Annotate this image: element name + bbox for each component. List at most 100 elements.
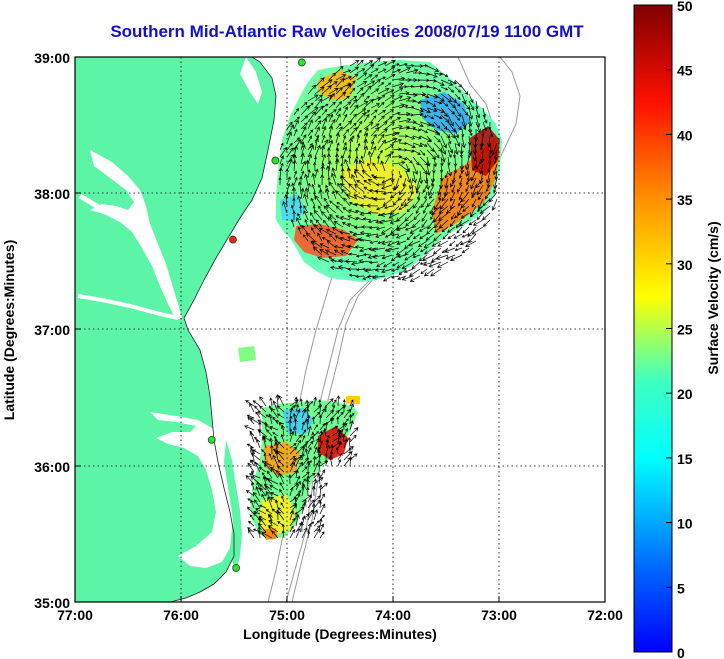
velocity-arrow xyxy=(307,119,313,130)
velocity-arrow xyxy=(423,240,435,248)
velocity-arrow xyxy=(269,444,274,455)
velocity-arrow xyxy=(281,523,285,533)
velocity-arrow xyxy=(333,249,344,256)
velocity-arrow xyxy=(343,446,354,455)
velocity-arrow xyxy=(449,191,456,202)
velocity-arrow xyxy=(335,91,347,102)
velocity-arrow xyxy=(458,170,463,179)
velocity-arrow xyxy=(300,160,306,172)
velocity-arrow xyxy=(461,247,470,254)
velocity-arrow xyxy=(300,152,305,165)
velocity-arrow xyxy=(370,126,380,137)
velocity-arrow xyxy=(274,450,279,461)
velocity-arrow xyxy=(246,506,255,515)
velocity-arrow xyxy=(374,268,386,272)
colorbar-tick-label: 10 xyxy=(677,516,693,532)
velocity-arrow xyxy=(342,120,353,130)
velocity-arrow xyxy=(248,472,261,479)
velocity-arrow xyxy=(440,100,449,107)
velocity-arrow xyxy=(289,430,295,443)
velocity-arrow xyxy=(419,128,429,134)
velocity-arrow xyxy=(317,232,323,242)
velocity-arrow xyxy=(405,142,416,148)
velocity-arrow xyxy=(449,254,463,262)
velocity-arrow xyxy=(367,150,372,165)
velocity-arrow xyxy=(391,138,403,144)
velocity-arrow xyxy=(470,177,477,190)
velocity-arrow xyxy=(391,68,402,74)
velocity-arrow xyxy=(301,483,306,497)
velocity-arrow xyxy=(328,181,337,193)
velocity-arrow xyxy=(249,417,261,425)
velocity-arrow xyxy=(459,240,470,246)
velocity-arrow xyxy=(258,466,267,473)
x-tick-label: 74:00 xyxy=(375,607,411,623)
velocity-arrow xyxy=(313,424,318,431)
velocity-arrow xyxy=(338,230,351,235)
velocity-arrow xyxy=(249,431,255,443)
velocity-arrow xyxy=(419,142,428,147)
velocity-arrow xyxy=(314,137,320,151)
velocity-arrow xyxy=(377,109,387,116)
velocity-arrow xyxy=(366,203,379,208)
velocity-arrow xyxy=(433,149,440,159)
velocity-arrow xyxy=(433,233,442,242)
velocity-arrow xyxy=(405,84,415,88)
velocity-arrow xyxy=(319,493,325,503)
velocity-arrow xyxy=(461,128,465,138)
velocity-arrow xyxy=(370,133,377,144)
velocity-arrow xyxy=(398,156,408,161)
velocity-arrow xyxy=(477,191,484,201)
velocity-arrow xyxy=(293,170,298,179)
velocity-arrow xyxy=(312,416,315,425)
velocity-arrow xyxy=(438,205,449,214)
velocity-arrow xyxy=(342,207,351,214)
velocity-arrow xyxy=(392,198,400,206)
velocity-arrow xyxy=(390,170,395,184)
velocity-arrow xyxy=(433,93,445,102)
velocity-arrow xyxy=(259,504,267,509)
velocity-arrow xyxy=(295,434,302,443)
velocity-arrow xyxy=(321,85,332,95)
velocity-arrow xyxy=(317,256,330,263)
velocity-arrow xyxy=(339,236,351,242)
velocity-arrow xyxy=(482,219,491,227)
velocity-arrow xyxy=(279,142,284,151)
velocity-arrow xyxy=(405,156,413,164)
velocity-arrow xyxy=(255,486,261,497)
velocity-arrow xyxy=(419,149,426,156)
velocity-arrow xyxy=(319,422,326,431)
velocity-arrow xyxy=(349,95,358,102)
velocity-arrow xyxy=(257,411,267,419)
velocity-arrow xyxy=(384,151,395,158)
velocity-arrow xyxy=(380,268,393,274)
velocity-arrow xyxy=(307,522,312,533)
velocity-arrow xyxy=(370,140,375,151)
velocity-arrow xyxy=(289,457,297,467)
velocity-arrow xyxy=(454,107,462,118)
velocity-arrow xyxy=(447,128,456,139)
velocity-arrow xyxy=(318,414,323,425)
velocity-arrow xyxy=(310,219,316,228)
velocity-arrow xyxy=(431,240,442,247)
velocity-arrow xyxy=(445,205,456,214)
velocity-arrow xyxy=(471,198,477,208)
velocity-arrow xyxy=(407,191,414,202)
velocity-arrow xyxy=(362,195,372,200)
velocity-arrow xyxy=(329,450,334,461)
velocity-arrow xyxy=(412,198,421,209)
velocity-arrow xyxy=(452,149,457,159)
velocity-arrow xyxy=(267,525,279,533)
velocity-arrow xyxy=(472,142,478,155)
velocity-arrow xyxy=(279,162,284,172)
velocity-arrow xyxy=(325,439,330,449)
velocity-arrow xyxy=(391,275,400,279)
velocity-arrow xyxy=(286,131,293,144)
velocity-arrow xyxy=(317,473,322,485)
velocity-arrow xyxy=(382,275,393,282)
velocity-arrow xyxy=(250,499,255,509)
velocity-arrow xyxy=(362,267,372,271)
velocity-arrow xyxy=(413,233,421,240)
velocity-arrow xyxy=(293,119,299,130)
velocity-arrow xyxy=(305,486,310,497)
